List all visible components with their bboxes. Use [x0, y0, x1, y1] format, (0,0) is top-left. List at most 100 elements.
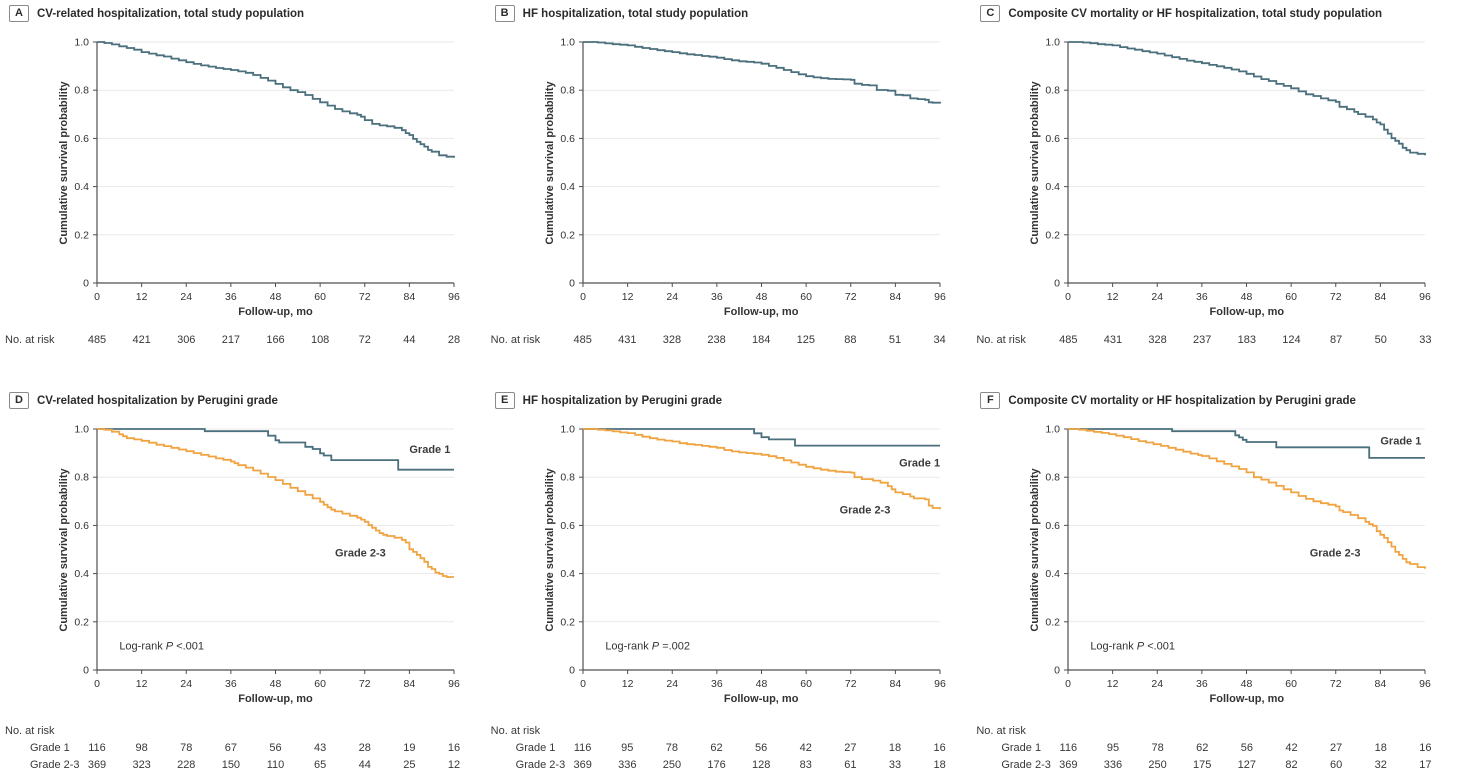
risk-count: 33 [888, 758, 902, 771]
y-tick-label: 0.8 [74, 472, 89, 484]
risk-count: 78 [180, 742, 193, 754]
survival-plot: 1.0 0.8 0.6 0.4 0.2 00 12 24 36 48 60 72 84 96 Grade 1… [1046, 424, 1432, 691]
risk-count: 95 [1106, 742, 1120, 754]
risk-count: 56 [1240, 742, 1253, 754]
x-tick-label: 36 [711, 678, 723, 690]
y-tick-label: 0 [569, 665, 575, 677]
no-at-risk-label: No. at risk [976, 725, 1026, 737]
risk-row-grade-2-3: Grade 2-3 369 336 250 175 127 82 60 32 17 [971, 759, 1457, 774]
risk-count: 485 [1059, 334, 1078, 346]
x-tick-label: 24 [1152, 678, 1164, 690]
x-tick-label: 36 [711, 291, 723, 303]
risk-count: 369 [573, 758, 592, 771]
risk-count: 108 [310, 334, 330, 346]
no-at-risk-table: No. at risk 485 421 306 217 166 108 72 44 28 [0, 328, 486, 386]
risk-count: 16 [933, 742, 946, 754]
panel-header: D CV-related hospitalization by Perugini… [9, 392, 278, 409]
risk-count: 150 [221, 758, 241, 771]
x-axis-title: Follow-up, mo [723, 306, 799, 318]
risk-count: 27 [1329, 742, 1343, 754]
x-tick-label: 84 [404, 291, 416, 303]
risk-count: 250 [1148, 758, 1167, 771]
x-tick-label: 84 [889, 678, 901, 690]
y-tick-label: 0.4 [74, 181, 89, 193]
y-tick-label: 0.4 [1046, 181, 1061, 193]
panel-title: CV-related hospitalization by Perugini g… [37, 394, 278, 407]
panel-title: Composite CV mortality or HF hospitaliza… [1008, 7, 1383, 20]
risk-count: 27 [844, 742, 857, 754]
x-tick-label: 84 [889, 291, 901, 303]
no-at-risk-table: No. at risk Grade 1 116 95 78 62 56 42 27 18 16 Gr… [971, 725, 1457, 783]
x-tick-label: 84 [404, 678, 416, 690]
survival-plot: 1.0 0.8 0.6 0.4 0.2 00 12 24 36 48 60 72 84 96 Grade 1… [74, 424, 460, 691]
x-tick-label: 36 [1196, 291, 1208, 303]
no-at-risk-rows: 485 421 306 217 166 108 72 44 28 [0, 328, 486, 386]
survival-plot: 1.0 0.8 0.6 0.4 0.2 00 12 24 36 48 60 72 84 96 [1046, 37, 1432, 304]
risk-count: 62 [710, 742, 723, 754]
risk-count: 485 [573, 334, 592, 346]
panel-title: CV-related hospitalization, total study … [37, 7, 305, 20]
panel-title: HF hospitalization by Perugini grade [522, 394, 723, 407]
x-tick-label: 48 [270, 291, 282, 303]
risk-count: 88 [844, 334, 857, 346]
y-tick-label: 0.6 [560, 520, 575, 532]
survival-plot: 1.0 0.8 0.6 0.4 0.2 00 12 24 36 48 60 72 84 96 Grade 1… [560, 424, 946, 691]
no-at-risk-table: No. at risk Grade 1 116 95 78 62 56 42 27 18 16 Gr… [486, 725, 972, 783]
risk-row: 485 431 328 237 183 124 87 50 33 [971, 334, 1457, 349]
y-tick-label: 0.2 [74, 229, 89, 241]
no-at-risk-rows: 485 431 328 237 183 124 87 50 33 [971, 328, 1457, 386]
y-tick-label: 0.8 [560, 85, 575, 97]
y-tick-label: 1.0 [560, 37, 575, 49]
x-tick-label: 96 [1419, 291, 1431, 303]
risk-count: 127 [1237, 758, 1257, 771]
risk-count: 42 [799, 742, 812, 754]
y-tick-label: 0 [83, 665, 89, 677]
risk-row: 485 431 328 238 184 125 88 51 34 [486, 334, 972, 349]
x-tick-label: 96 [934, 678, 946, 690]
x-tick-label: 60 [1286, 678, 1298, 690]
km-curve-total-population [582, 41, 941, 104]
risk-count: 12 [447, 758, 461, 771]
y-tick-label: 0.8 [1046, 85, 1061, 97]
no-at-risk-label: No. at risk [5, 334, 55, 346]
risk-count: 18 [1374, 742, 1387, 754]
risk-count: 78 [1151, 742, 1164, 754]
km-curve-grade-1 [582, 428, 940, 447]
log-rank-annotation: Log-rank P =.002 [605, 641, 690, 653]
y-tick-label: 0.6 [74, 133, 89, 145]
risk-count: 228 [177, 758, 196, 771]
risk-count: 19 [403, 742, 416, 754]
risk-count: 83 [799, 758, 812, 771]
x-tick-label: 60 [800, 678, 812, 690]
x-tick-label: 36 [225, 291, 237, 303]
risk-count: 95 [621, 742, 634, 754]
y-tick-label: 1.0 [560, 424, 575, 436]
x-tick-label: 24 [180, 291, 192, 303]
x-tick-label: 24 [180, 678, 192, 690]
y-tick-label: 0.2 [1046, 229, 1061, 241]
x-tick-label: 72 [359, 678, 371, 690]
risk-count: 124 [1282, 334, 1301, 346]
y-tick-label: 0.4 [1046, 568, 1061, 580]
x-axis-title: Follow-up, mo [238, 693, 313, 705]
risk-count: 33 [1419, 334, 1432, 346]
risk-count: 369 [87, 758, 107, 771]
panel-e: E HF hospitalization by Perugini grade C… [486, 387, 972, 775]
risk-count: 328 [662, 334, 682, 346]
y-tick-label: 1.0 [74, 424, 89, 436]
y-tick-label: 0.6 [1046, 520, 1061, 532]
y-tick-label: 0.2 [560, 616, 575, 628]
risk-count: 336 [1103, 758, 1123, 771]
x-tick-label: 48 [755, 291, 767, 303]
y-tick-label: 0.6 [1046, 133, 1061, 145]
x-tick-label: 0 [580, 678, 586, 690]
x-tick-label: 0 [94, 678, 100, 690]
x-tick-label: 12 [136, 291, 148, 303]
x-tick-label: 12 [1107, 291, 1119, 303]
y-tick-label: 1.0 [1046, 37, 1061, 49]
x-tick-label: 36 [225, 678, 237, 690]
km-curve-grade-2-3 [582, 428, 941, 510]
risk-count: 184 [751, 334, 771, 346]
x-axis-title: Follow-up, mo [1209, 693, 1285, 705]
x-tick-label: 60 [1286, 291, 1298, 303]
